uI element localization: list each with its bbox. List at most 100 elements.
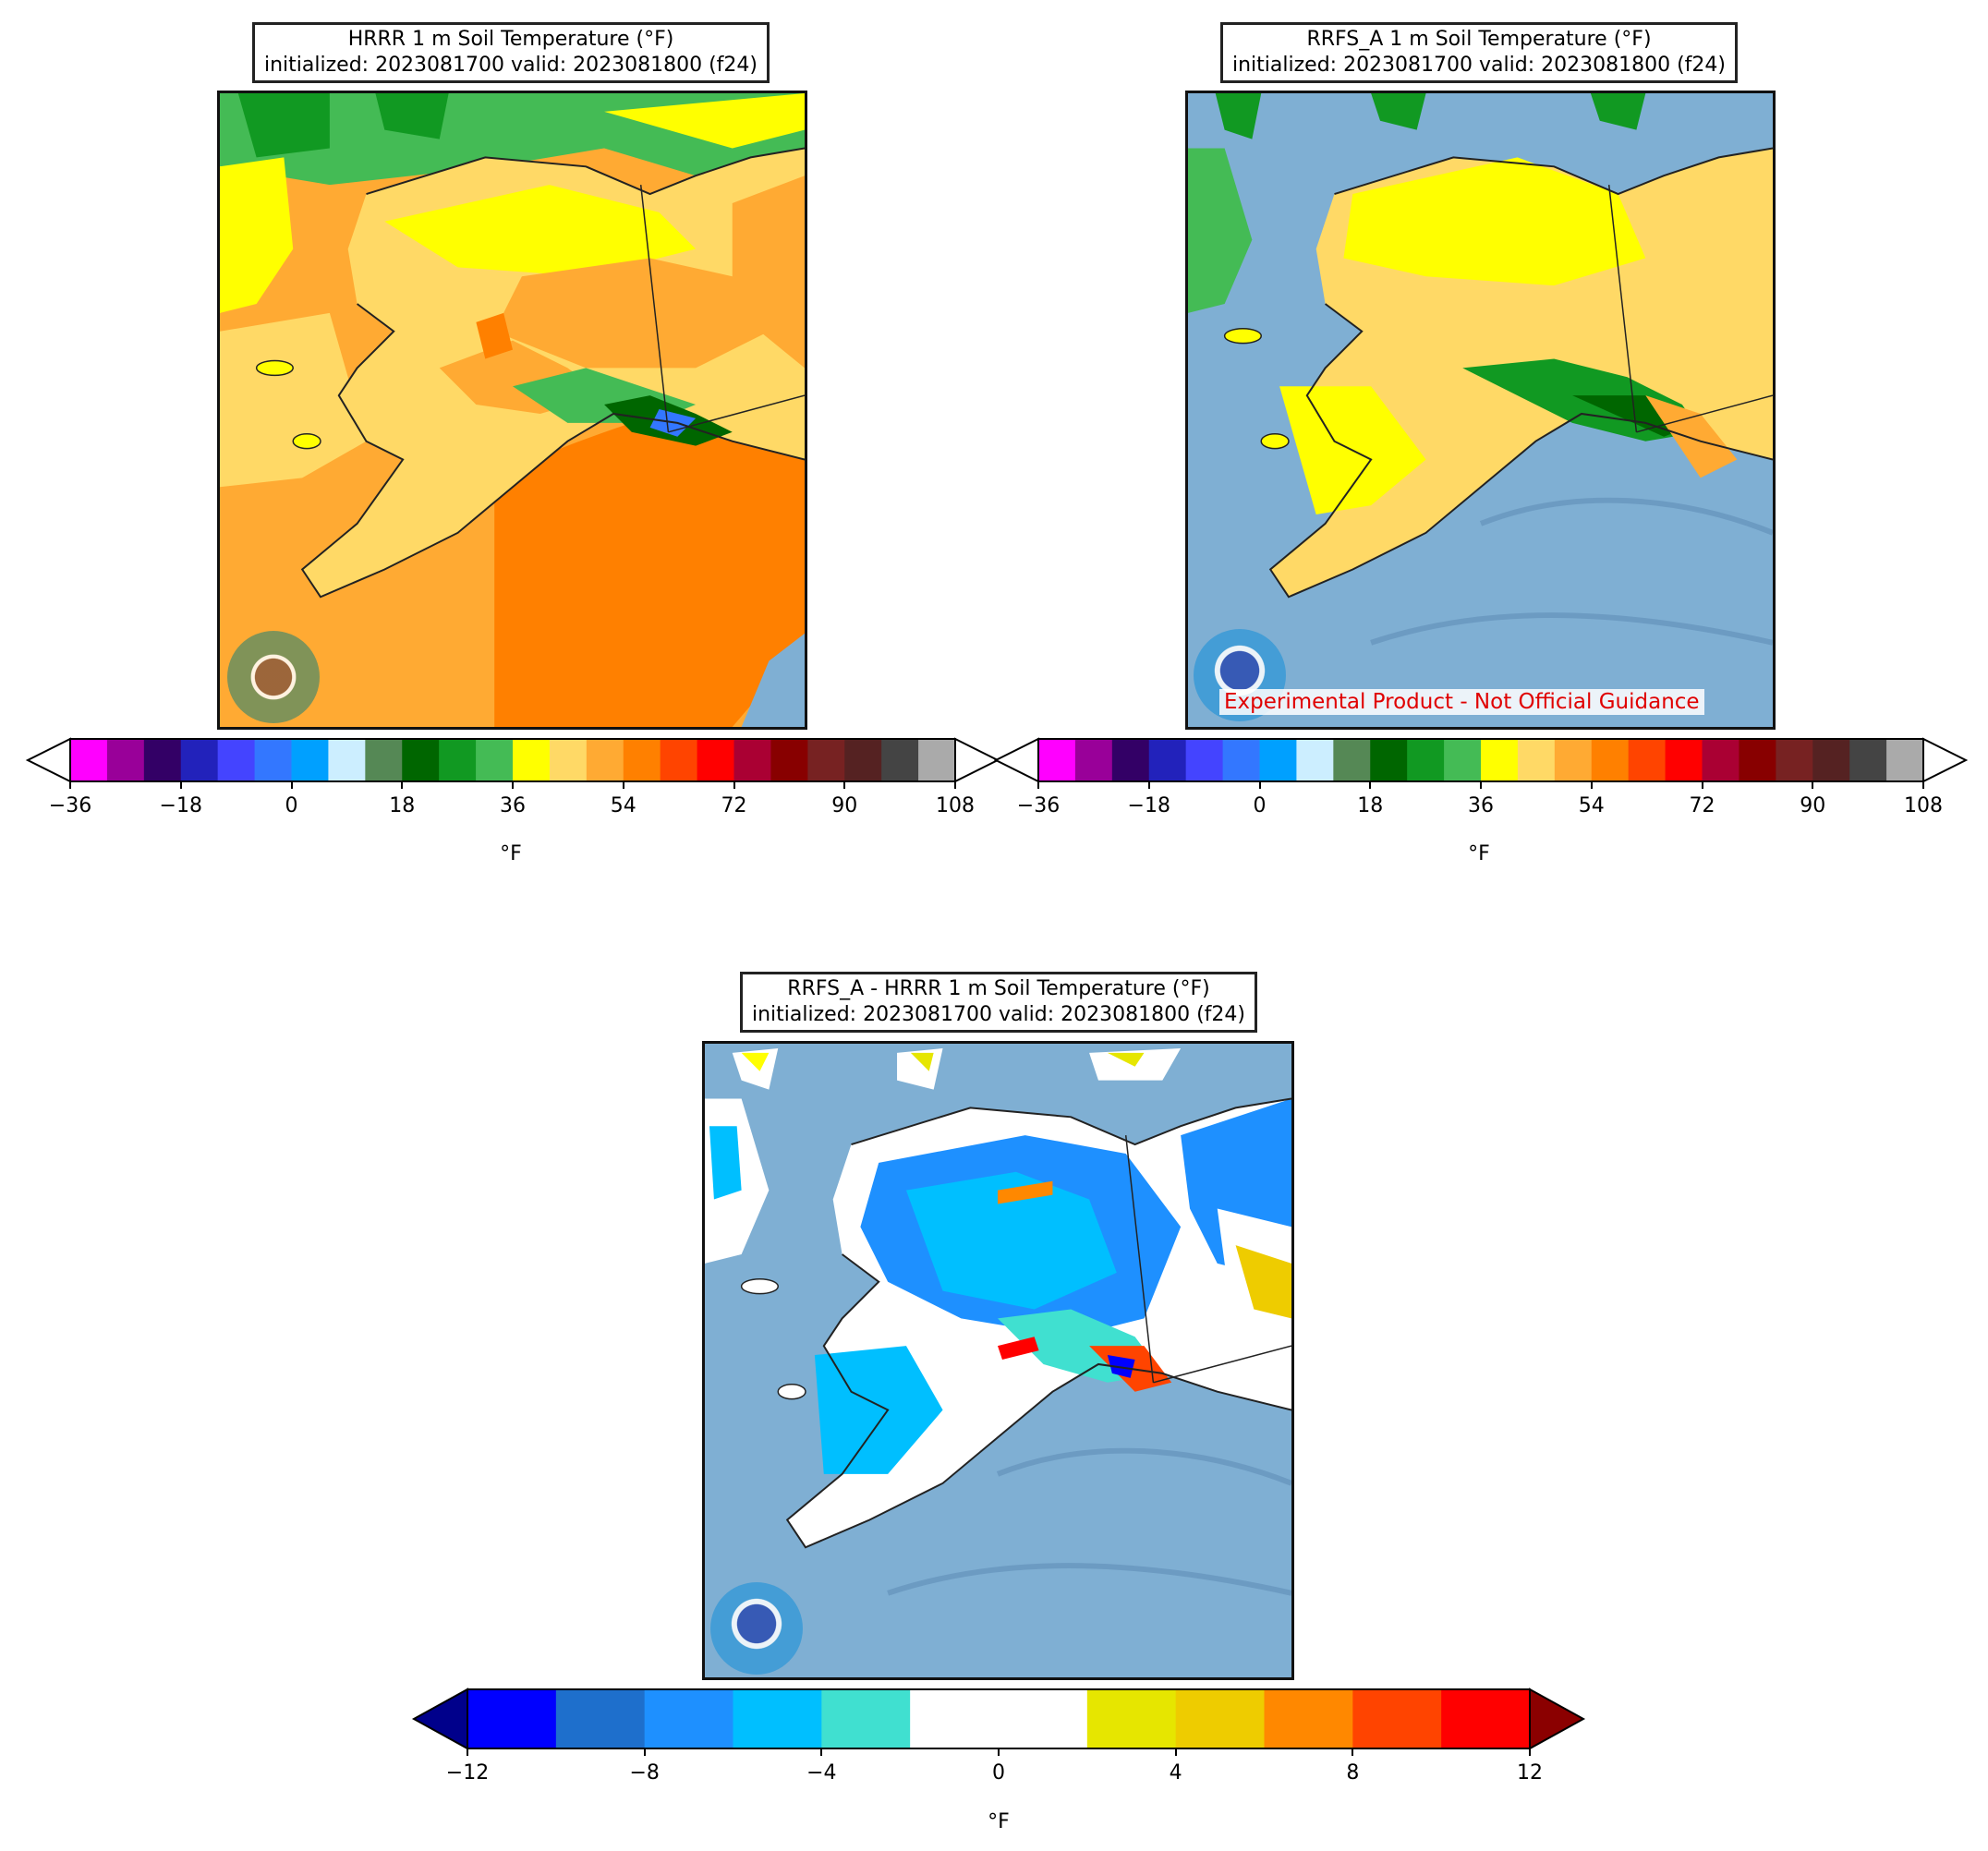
colorbar-tick-mark <box>820 1748 823 1756</box>
colorbar-swatch <box>254 739 292 781</box>
colorbar-tick-label: 72 <box>721 794 747 817</box>
colorbar-tick-label: 4 <box>1169 1761 1182 1784</box>
colorbar-tick-mark <box>643 1748 646 1756</box>
colorbar-swatch <box>999 1689 1088 1748</box>
colorbar-swatch <box>1038 739 1076 781</box>
rrfs-colorbar <box>993 737 1969 785</box>
colorbar-swatch <box>513 739 551 781</box>
colorbar-swatch <box>770 739 808 781</box>
colorbar-swatch <box>70 739 108 781</box>
colorbar-swatch <box>807 739 845 781</box>
rrfs-title-line2: initialized: 2023081700 valid: 202308180… <box>1232 54 1726 77</box>
diff-colorbar-unit: °F <box>988 1810 1010 1833</box>
colorbar-swatch <box>1739 739 1776 781</box>
colorbar-tick-label: −4 <box>806 1761 837 1784</box>
experimental-watermark: Experimental Product - Not Official Guid… <box>1219 689 1704 715</box>
colorbar-over-triangle <box>1922 737 1969 783</box>
rrfs-title-line1: RRFS_A 1 m Soil Temperature (°F) <box>1306 28 1652 51</box>
colorbar-swatch <box>586 739 624 781</box>
colorbar-under-triangle <box>411 1688 468 1750</box>
colorbar-swatch <box>143 739 182 781</box>
hrrr-title-line1: HRRR 1 m Soil Temperature (°F) <box>347 28 674 51</box>
noaa-logo-icon <box>227 631 320 723</box>
colorbar-tick-label: 72 <box>1689 794 1715 817</box>
colorbar-tick-label: 54 <box>610 794 636 817</box>
colorbar-tick-mark <box>1701 781 1703 789</box>
colorbar-tick-label: −12 <box>445 1761 490 1784</box>
colorbar-tick-label: 108 <box>1904 794 1943 817</box>
colorbar-swatch <box>1776 739 1813 781</box>
colorbar-swatch <box>1296 739 1334 781</box>
colorbar-tick-mark <box>512 781 514 789</box>
diff-colorbar <box>411 1688 1586 1752</box>
colorbar-swatch <box>1333 739 1371 781</box>
colorbar-swatch <box>1086 1689 1177 1748</box>
colorbar-tick-mark <box>290 781 293 789</box>
colorbar-tick-mark <box>1352 1748 1354 1756</box>
diff-title-line2: initialized: 2023081700 valid: 202308180… <box>752 1003 1245 1026</box>
hrrr-map <box>217 91 807 730</box>
colorbar-tick-mark <box>401 781 404 789</box>
colorbar-swatch <box>821 1689 911 1748</box>
colorbar-swatch <box>918 739 956 781</box>
colorbar-swatch <box>1222 739 1260 781</box>
colorbar-swatch <box>1441 1689 1531 1748</box>
colorbar-swatch <box>733 1689 822 1748</box>
colorbar-tick-label: −36 <box>48 794 92 817</box>
colorbar-tick-mark <box>1147 781 1150 789</box>
colorbar-swatch <box>1665 739 1703 781</box>
colorbar-tick-label: 90 <box>831 794 858 817</box>
colorbar-tick-label: 8 <box>1346 1761 1360 1784</box>
colorbar-tick-label: −18 <box>159 794 202 817</box>
rrfs-title: RRFS_A 1 m Soil Temperature (°F) initial… <box>1220 22 1738 83</box>
hrrr-colorbar <box>25 737 1000 785</box>
colorbar-tick-mark <box>843 781 846 789</box>
colorbar-swatch <box>439 739 477 781</box>
colorbar-swatch <box>106 739 145 781</box>
diff-colorbar-graphic <box>411 1688 1586 1750</box>
noaa-logo-icon <box>710 1582 803 1675</box>
colorbar-tick-mark <box>69 781 71 789</box>
colorbar-swatch <box>549 739 588 781</box>
hrrr-title-line2: initialized: 2023081700 valid: 202308180… <box>264 54 758 77</box>
colorbar-tick-mark <box>733 781 735 789</box>
colorbar-tick-mark <box>622 781 624 789</box>
colorbar-tick-label: −8 <box>629 1761 660 1784</box>
colorbar-tick-label: 18 <box>389 794 416 817</box>
colorbar-tick-label: 90 <box>1800 794 1826 817</box>
colorbar-swatch <box>555 1689 646 1748</box>
colorbar-under-triangle <box>25 737 71 783</box>
diff-map <box>702 1041 1294 1680</box>
colorbar-swatch <box>1175 1689 1265 1748</box>
colorbar-tick-mark <box>1258 781 1261 789</box>
colorbar-swatch <box>291 739 329 781</box>
colorbar-swatch <box>1812 739 1850 781</box>
colorbar-swatch <box>1886 739 1924 781</box>
diff-title-line1: RRFS_A - HRRR 1 m Soil Temperature (°F) <box>787 977 1210 1000</box>
colorbar-tick-label: 18 <box>1357 794 1384 817</box>
hrrr-colorbar-unit: °F <box>500 842 522 865</box>
colorbar-tick-label: 54 <box>1578 794 1605 817</box>
colorbar-over-triangle <box>954 737 1000 783</box>
colorbar-tick-mark <box>1922 781 1924 789</box>
colorbar-swatch <box>1148 739 1187 781</box>
colorbar-swatch <box>1111 739 1150 781</box>
colorbar-swatch <box>1074 739 1113 781</box>
colorbar-under-triangle <box>993 737 1039 783</box>
colorbar-swatch <box>660 739 698 781</box>
colorbar-swatch <box>733 739 771 781</box>
colorbar-swatch <box>644 1689 733 1748</box>
colorbar-swatch <box>1370 739 1408 781</box>
colorbar-tick-mark <box>954 781 956 789</box>
colorbar-over-triangle <box>1529 1688 1586 1750</box>
colorbar-tick-label: 0 <box>1253 794 1267 817</box>
colorbar-swatch <box>1481 739 1519 781</box>
colorbar-tick-label: 36 <box>500 794 526 817</box>
colorbar-swatch <box>1259 739 1297 781</box>
colorbar-tick-mark <box>467 1748 468 1756</box>
colorbar-swatch <box>1849 739 1887 781</box>
colorbar-swatch <box>476 739 514 781</box>
colorbar-tick-mark <box>1812 781 1814 789</box>
colorbar-swatch <box>1702 739 1740 781</box>
colorbar-tick-label: 36 <box>1468 794 1494 817</box>
